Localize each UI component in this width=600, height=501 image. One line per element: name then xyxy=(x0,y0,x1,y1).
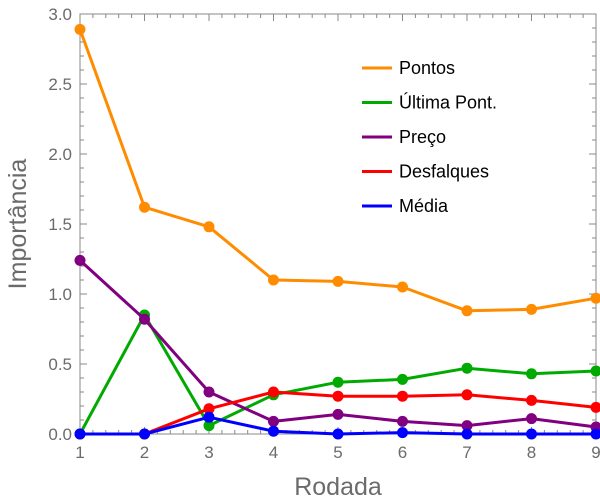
legend-item: Última Pont. xyxy=(362,92,497,113)
legend-item: Desfalques xyxy=(362,162,489,182)
data-point xyxy=(590,365,600,377)
legend-item: Preço xyxy=(362,127,446,147)
data-point xyxy=(203,221,215,233)
x-tick-label: 5 xyxy=(333,443,342,462)
data-point xyxy=(590,292,600,304)
data-point xyxy=(526,394,537,406)
data-point xyxy=(139,428,150,440)
series-4 xyxy=(74,411,600,440)
legend-label: Média xyxy=(399,196,449,216)
data-point xyxy=(397,281,408,293)
y-tick-label: 1.0 xyxy=(48,285,72,304)
data-point xyxy=(139,313,150,325)
x-tick-label: 1 xyxy=(75,443,84,462)
x-tick-label: 9 xyxy=(591,443,600,462)
data-point xyxy=(526,303,537,315)
data-point xyxy=(526,368,537,380)
y-tick-label: 3.0 xyxy=(48,5,72,24)
y-tick-label: 2.0 xyxy=(48,145,72,164)
series-0 xyxy=(74,23,600,317)
x-tick-label: 8 xyxy=(527,443,536,462)
data-point xyxy=(397,427,408,439)
data-point xyxy=(526,428,537,440)
plot-border xyxy=(79,13,597,435)
data-point xyxy=(332,390,344,402)
data-point xyxy=(74,254,86,266)
data-point xyxy=(268,425,279,437)
data-point xyxy=(203,403,215,415)
x-tick-label: 6 xyxy=(398,443,407,462)
x-tick-label: 7 xyxy=(462,443,471,462)
x-tick-label: 2 xyxy=(140,443,149,462)
data-point xyxy=(461,305,473,317)
data-point xyxy=(74,23,86,35)
y-tick-label: 1.5 xyxy=(48,215,72,234)
data-point xyxy=(203,411,215,423)
y-tick-label: 0.0 xyxy=(48,425,72,444)
legend-item: Média xyxy=(362,196,449,216)
data-point xyxy=(590,401,600,413)
data-point xyxy=(268,386,279,398)
data-point xyxy=(268,415,279,427)
legend-label: Preço xyxy=(399,127,446,147)
legend-item: Pontos xyxy=(362,58,455,78)
legend-label: Desfalques xyxy=(399,162,489,182)
data-point xyxy=(332,275,344,287)
y-axis-ticks: 0.0 0.5 1.0 1.5 2.0 2.5 3.0 xyxy=(48,5,596,444)
data-point xyxy=(397,390,408,402)
data-point xyxy=(203,386,215,398)
data-point xyxy=(332,408,344,420)
data-point xyxy=(461,389,473,401)
data-point xyxy=(461,420,473,432)
data-point xyxy=(397,373,408,385)
data-point xyxy=(461,428,473,440)
data-point xyxy=(268,274,279,286)
x-tick-label: 3 xyxy=(204,443,213,462)
x-axis-title: Rodada xyxy=(294,473,382,501)
data-point xyxy=(397,415,408,427)
y-tick-label: 2.5 xyxy=(48,75,72,94)
data-point xyxy=(461,362,473,374)
plot-frame xyxy=(79,13,597,435)
x-tick-label: 4 xyxy=(269,443,278,462)
y-tick-label: 0.5 xyxy=(48,355,72,374)
legend-label: Última Pont. xyxy=(399,92,497,113)
data-point xyxy=(332,376,344,388)
data-point xyxy=(139,201,150,213)
series-layer xyxy=(74,23,600,440)
data-point xyxy=(526,413,537,425)
data-point xyxy=(590,428,600,440)
data-point xyxy=(332,428,344,440)
data-point xyxy=(203,420,215,432)
series-2 xyxy=(74,254,600,433)
y-axis-title: Importância xyxy=(4,159,32,290)
series-line xyxy=(78,28,597,313)
legend: Pontos Última Pont. Preço Desfalques Média xyxy=(362,58,497,216)
data-point xyxy=(74,428,86,440)
legend-label: Pontos xyxy=(399,58,455,78)
